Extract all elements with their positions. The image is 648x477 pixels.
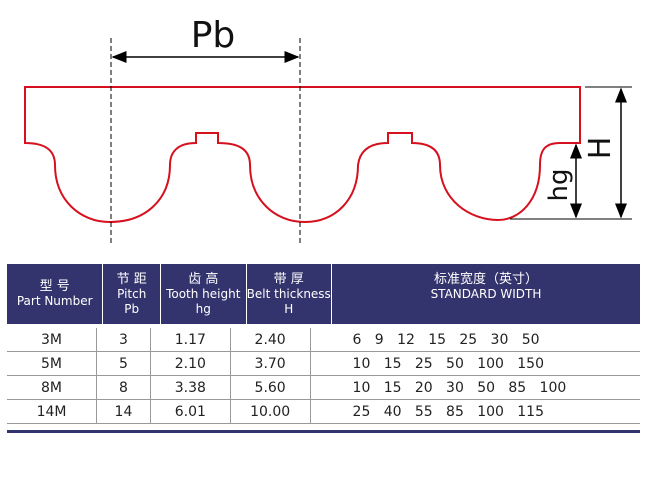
header-cell: 标准宽度（英寸） STANDARD WIDTH bbox=[332, 264, 640, 324]
data-row: 14M 14 6.01 10.00 25 40 55 85 100 115 bbox=[7, 400, 640, 424]
header-text: Part Number bbox=[16, 294, 93, 308]
data-cell: 14 bbox=[97, 400, 151, 423]
data-cell: 2.40 bbox=[231, 328, 311, 351]
data-cell: 5 bbox=[97, 352, 151, 375]
header-text: 型 号 bbox=[39, 279, 70, 294]
tooth-height-label: hg bbox=[544, 169, 574, 202]
data-cell: 10 15 25 50 100 150 bbox=[352, 355, 545, 372]
data-row: 5M 5 2.10 3.70 10 15 25 50 100 150 bbox=[7, 352, 640, 376]
header-text: Tooth height bbox=[166, 286, 241, 301]
height-label: H bbox=[583, 137, 618, 160]
header-text: hg bbox=[195, 301, 211, 316]
data-cell: 1.17 bbox=[151, 328, 231, 351]
table-end-rule bbox=[7, 430, 640, 433]
data-cell: 6 9 12 15 25 30 50 bbox=[352, 331, 540, 348]
data-cell: 10 15 20 30 50 85 100 bbox=[352, 379, 567, 396]
header-cell: 型 号 Part Number bbox=[7, 264, 104, 324]
header-row: 型 号 Part Number 节 距 Pitch Pb 齿 高 Tooth height h… bbox=[7, 264, 640, 324]
belt-diagram: Pb H hg bbox=[24, 15, 632, 243]
data-cell: 8M bbox=[7, 376, 98, 399]
header-text: Pb bbox=[124, 301, 140, 316]
data-cell: 3.70 bbox=[231, 352, 311, 375]
header-text: 带 厚 bbox=[273, 271, 304, 287]
header-text: Pitch bbox=[117, 286, 147, 301]
header-cell: 带 厚 Belt thickness H bbox=[247, 264, 332, 324]
data-cell: 5.60 bbox=[231, 376, 311, 399]
data-cell: 10.00 bbox=[231, 400, 311, 423]
data-cell: 5M bbox=[7, 352, 98, 375]
belt-outline bbox=[24, 86, 581, 224]
header-cell: 齿 高 Tooth height hg bbox=[161, 264, 247, 324]
header-text: STANDARD WIDTH bbox=[430, 287, 542, 301]
header-text: Belt thickness bbox=[246, 286, 331, 301]
data-row: 8M 8 3.38 5.60 10 15 20 30 50 85 100 bbox=[7, 376, 640, 400]
data-cell: 2.10 bbox=[151, 352, 231, 375]
data-cell: 25 40 55 85 100 115 bbox=[352, 403, 545, 420]
data-cell: 14M bbox=[7, 400, 98, 423]
header-text: H bbox=[284, 301, 294, 316]
data-row: 3M 3 1.17 2.40 6 9 12 15 25 30 50 bbox=[7, 328, 640, 352]
data-cell: 3 bbox=[97, 328, 151, 351]
pitch-label: Pb bbox=[191, 15, 236, 56]
header-text: 节 距 bbox=[116, 271, 147, 287]
header-text: 标准宽度（英寸） bbox=[433, 272, 538, 287]
spec-table: 型 号 Part Number 节 距 Pitch Pb 齿 高 Tooth height h… bbox=[7, 264, 640, 433]
data-cell: 6.01 bbox=[151, 400, 231, 423]
data-cell: 3M bbox=[7, 328, 98, 351]
header-cell: 节 距 Pitch Pb bbox=[103, 264, 162, 324]
header-text: 齿 高 bbox=[188, 271, 219, 287]
data-cell: 3.38 bbox=[151, 376, 231, 399]
data-cell: 8 bbox=[97, 376, 151, 399]
